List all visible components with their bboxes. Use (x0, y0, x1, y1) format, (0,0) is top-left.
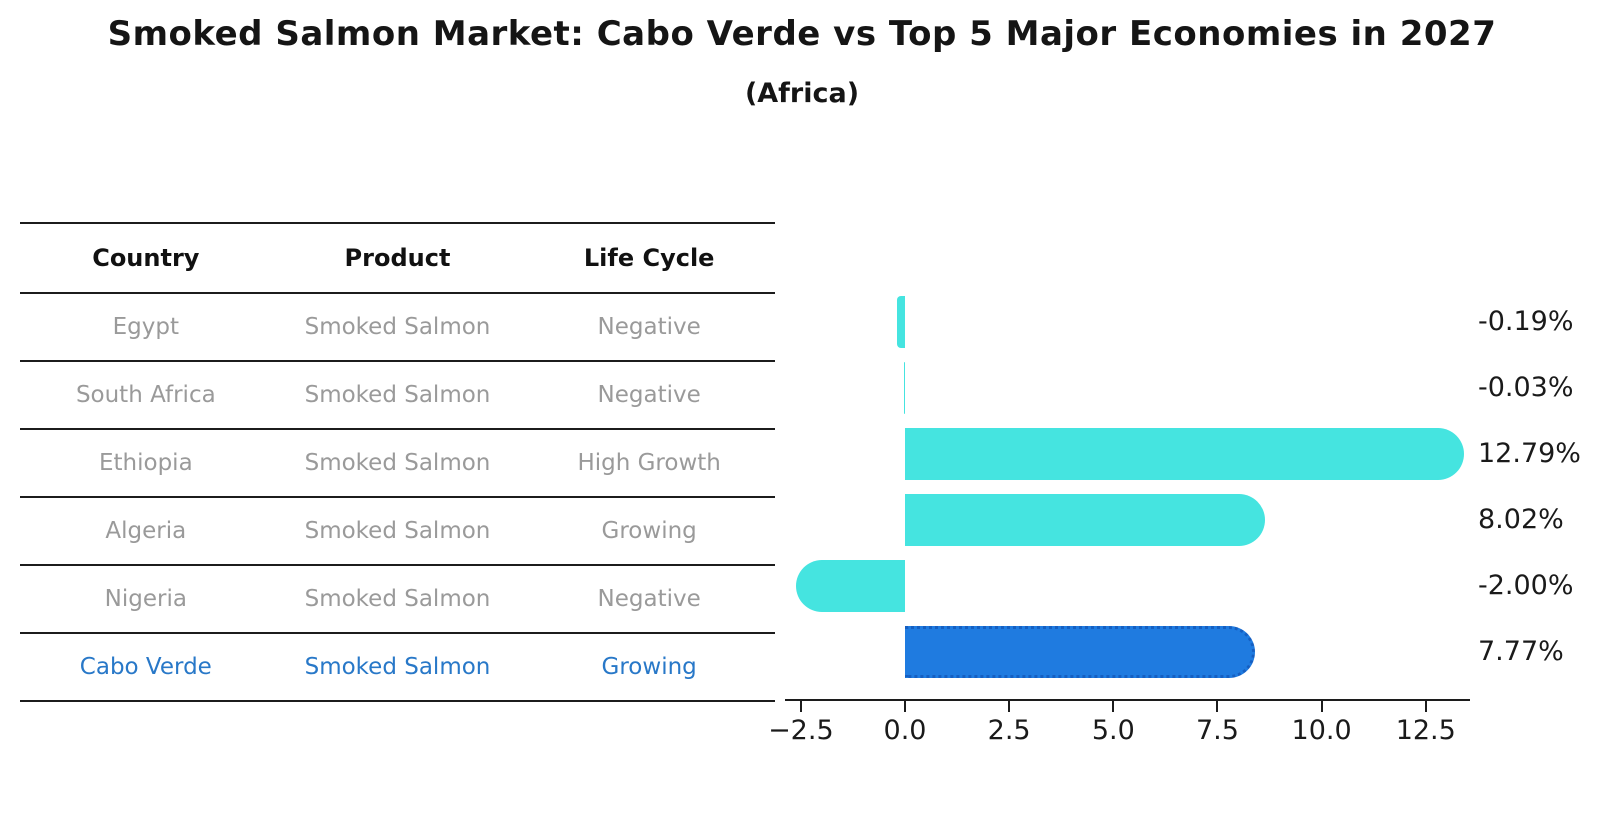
x-axis-tick-label: 5.0 (1091, 715, 1135, 746)
chart-subtitle: (Africa) (744, 78, 860, 109)
table-row: Ethiopia Smoked Salmon High Growth (20, 429, 775, 498)
cell-country: Nigeria (20, 565, 272, 634)
cell-country: Cabo Verde (20, 633, 272, 702)
table-row: Egypt Smoked Salmon Negative (20, 293, 775, 362)
value-label: 12.79% (1478, 438, 1581, 469)
cell-country: Algeria (20, 497, 272, 566)
x-axis-tick-label: −2.5 (768, 715, 834, 746)
table-body: Egypt Smoked Salmon Negative South Africa Sm… (20, 293, 775, 702)
country-table: Country Product Life Cycle Egypt Smoked S… (20, 222, 775, 702)
bar-nigeria (795, 560, 905, 612)
table-header: Country Product Life Cycle (20, 222, 775, 294)
cell-country: Egypt (20, 293, 272, 362)
cell-life-cycle: Growing (523, 633, 775, 702)
column-header-country: Country (20, 222, 272, 294)
x-axis-line (785, 699, 1470, 701)
cell-country: South Africa (20, 361, 272, 430)
x-axis-tick (1008, 701, 1011, 712)
cell-life-cycle: Growing (523, 497, 775, 566)
x-axis-tick-label: 7.5 (1195, 715, 1239, 746)
value-label: 8.02% (1478, 504, 1564, 535)
table-row: South Africa Smoked Salmon Negative (20, 361, 775, 430)
cell-product: Smoked Salmon (271, 497, 524, 566)
bar-ethiopia (905, 428, 1464, 480)
x-axis-tick (1320, 701, 1323, 712)
value-label: -0.19% (1478, 306, 1574, 337)
cell-product: Smoked Salmon (271, 429, 524, 498)
chart-title: Smoked Salmon Market: Cabo Verde vs Top … (107, 14, 1497, 54)
cell-life-cycle: High Growth (523, 429, 775, 498)
x-axis-tick (1112, 701, 1115, 712)
table-row: Nigeria Smoked Salmon Negative (20, 565, 775, 634)
value-label: 7.77% (1478, 636, 1564, 667)
table-row: Cabo Verde Smoked Salmon Growing (20, 633, 775, 702)
country-table-container: Country Product Life Cycle Egypt Smoked S… (20, 222, 775, 702)
cell-life-cycle: Negative (523, 565, 775, 634)
cell-product: Smoked Salmon (271, 361, 524, 430)
cell-life-cycle: Negative (523, 361, 775, 430)
table-row: Algeria Smoked Salmon Growing (20, 497, 775, 566)
bar-south-africa (903, 362, 905, 414)
column-header-product: Product (271, 222, 524, 294)
x-axis-tick (799, 701, 802, 712)
cell-product: Smoked Salmon (271, 633, 524, 702)
cell-country: Ethiopia (20, 429, 272, 498)
x-axis-tick (1216, 701, 1219, 712)
x-axis-tick (1424, 701, 1427, 712)
x-axis-tick (904, 701, 906, 712)
x-axis-tick-label: 2.5 (987, 715, 1031, 746)
cell-product: Smoked Salmon (271, 565, 524, 634)
x-axis-tick-label: 10.0 (1291, 715, 1352, 746)
value-label: -2.00% (1478, 570, 1574, 601)
value-label: -0.03% (1478, 372, 1574, 403)
bar-cabo-verde (905, 626, 1255, 678)
cell-life-cycle: Negative (523, 293, 775, 362)
cell-product: Smoked Salmon (271, 293, 524, 362)
table-header-row: Country Product Life Cycle (20, 222, 775, 294)
bar-egypt (897, 296, 905, 348)
bar-algeria (905, 494, 1266, 546)
x-axis-tick-label: 12.5 (1395, 715, 1456, 746)
x-axis-tick-label: 0.0 (883, 715, 927, 746)
column-header-life-cycle: Life Cycle (523, 222, 775, 294)
